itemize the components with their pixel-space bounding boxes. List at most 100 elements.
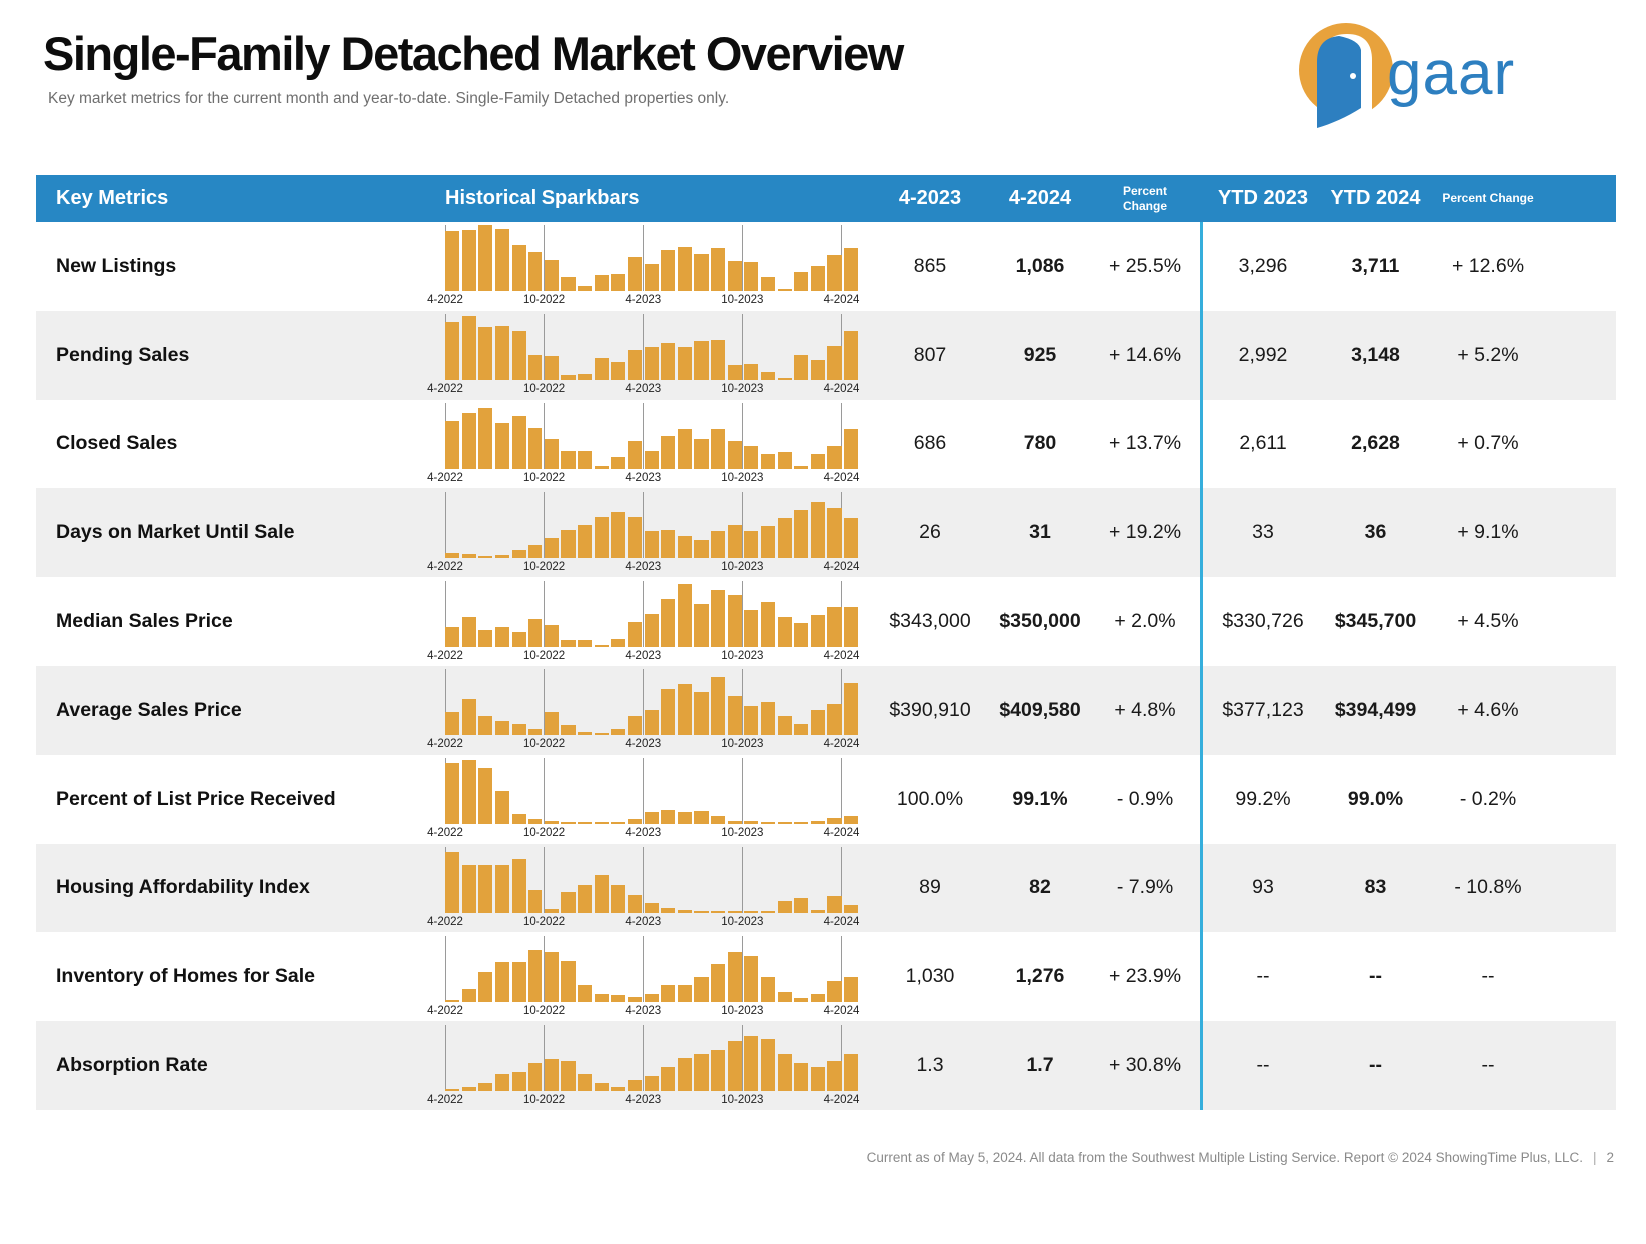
- pct-change-month: + 30.8%: [1108, 1054, 1182, 1077]
- page-title: Single-Family Detached Market Overview: [43, 27, 904, 80]
- value-ytd-cur: 99.0%: [1347, 787, 1404, 810]
- sparkbar-bars: [445, 403, 859, 469]
- ytd-group: $377,123 $394,499 + 4.6%: [1200, 665, 1615, 755]
- metric-label: Inventory of Homes for Sale: [56, 965, 315, 988]
- report-footer: Current as of May 5, 2024. All data from…: [867, 1150, 1614, 1165]
- metric-label: Absorption Rate: [56, 1054, 208, 1077]
- sparkbar-tick-labels: 4-2022 10-2022 4-2023 10-2023 4-2024: [427, 915, 860, 928]
- metric-label: Pending Sales: [56, 343, 190, 366]
- ytd-group: 99.2% 99.0% - 0.2%: [1200, 754, 1615, 844]
- table-body: New Listings 4-2022 10-2022 4-2023 10-2023 4…: [36, 222, 1616, 1110]
- table-row: Pending Sales 4-2022 10-2022 4-2023 10-2023…: [36, 310, 1616, 400]
- sparkbar-cell: 4-2022 10-2022 4-2023 10-2023 4-2024: [427, 223, 870, 309]
- table-row: Housing Affordability Index 4-2022 10-202…: [36, 843, 1616, 933]
- pct-change-month: + 19.2%: [1108, 521, 1182, 544]
- footer-text: Current as of May 5, 2024. All data from…: [866, 1150, 1583, 1165]
- sparkbar-cell: 4-2022 10-2022 4-2023 10-2023 4-2024: [427, 756, 870, 842]
- pct-change-month: + 14.6%: [1108, 343, 1182, 366]
- ytd-group: -- -- --: [1200, 932, 1615, 1022]
- sparkbar-cell: 4-2022 10-2022 4-2023 10-2023 4-2024: [427, 490, 870, 576]
- value-cur-month: 31: [1029, 521, 1051, 544]
- col-header-sparkbars: Historical Sparkbars: [445, 187, 640, 209]
- pct-change-month: + 4.8%: [1114, 698, 1176, 721]
- value-prev-month: 89: [919, 876, 941, 899]
- value-cur-month: 99.1%: [1012, 787, 1068, 810]
- table-row: Inventory of Homes for Sale 4-2022 10-202…: [36, 932, 1616, 1022]
- sparkbar-chart: 4-2022 10-2022 4-2023 10-2023 4-2024: [427, 1024, 859, 1109]
- sparkbar-cell: 4-2022 10-2022 4-2023 10-2023 4-2024: [427, 312, 870, 398]
- value-ytd-prev: --: [1256, 1054, 1270, 1077]
- sparkbar-bars: [445, 492, 859, 558]
- sparkbar-tick-labels: 4-2022 10-2022 4-2023 10-2023 4-2024: [427, 827, 860, 840]
- pct-change-ytd: + 0.7%: [1457, 432, 1519, 455]
- sparkbar-gridlines: [445, 491, 858, 558]
- sparkbar-cell: 4-2022 10-2022 4-2023 10-2023 4-2024: [427, 934, 870, 1020]
- sparkbar-bars: [445, 758, 859, 825]
- value-prev-month: 686: [913, 432, 947, 455]
- ytd-group: -- -- --: [1200, 1021, 1615, 1110]
- metric-label: New Listings: [56, 254, 177, 277]
- footer-separator: |: [1592, 1150, 1597, 1165]
- sparkbar-chart: 4-2022 10-2022 4-2023 10-2023 4-2024: [427, 402, 860, 487]
- value-ytd-cur: 2,628: [1351, 432, 1400, 455]
- metric-label: Days on Market Until Sale: [56, 521, 295, 544]
- pct-change-ytd: --: [1481, 965, 1495, 988]
- sparkbar-bars: [445, 669, 859, 736]
- metric-label: Percent of List Price Received: [56, 787, 336, 810]
- sparkbar-chart: 4-2022 10-2022 4-2023 10-2023 4-2024: [427, 669, 860, 753]
- value-cur-month: 82: [1029, 876, 1051, 899]
- pct-change-ytd: + 4.6%: [1457, 698, 1519, 721]
- pct-change-ytd: - 10.8%: [1454, 876, 1522, 899]
- value-cur-month: 780: [1023, 432, 1057, 455]
- value-ytd-prev: 3,296: [1238, 254, 1288, 277]
- sparkbar-tick-labels: 4-2022 10-2022 4-2023 10-2023 4-2024: [427, 738, 860, 751]
- sparkbar-cell: 4-2022 10-2022 4-2023 10-2023 4-2024: [427, 845, 870, 931]
- value-ytd-prev: $330,726: [1222, 610, 1304, 633]
- value-ytd-cur: 3,711: [1351, 254, 1400, 277]
- value-prev-month: 865: [913, 254, 947, 277]
- sparkbar-tick-labels: 4-2022 10-2022 4-2023 10-2023 4-2024: [427, 560, 860, 573]
- table-row: Percent of List Price Received 4-2022 10-…: [36, 754, 1616, 844]
- sparkbar-chart: 4-2022 10-2022 4-2023 10-2023 4-2024: [427, 580, 859, 665]
- pct-change-month: + 2.0%: [1114, 610, 1176, 633]
- sparkbar-tick-labels: 4-2022 10-2022 4-2023 10-2023 4-2024: [427, 1004, 860, 1017]
- pct-change-month: + 25.5%: [1108, 254, 1182, 277]
- report-header: Single-Family Detached Market Overview K…: [43, 23, 1603, 128]
- value-prev-month: 1,030: [905, 965, 955, 988]
- value-cur-month: $350,000: [999, 610, 1081, 633]
- sparkbar-gridlines: [445, 1024, 858, 1091]
- value-ytd-cur: 83: [1364, 876, 1387, 899]
- ytd-group: $330,726 $345,700 + 4.5%: [1200, 577, 1615, 666]
- value-cur-month: 1,086: [1015, 254, 1065, 277]
- col-header-ytd-prev: YTD 2023: [1217, 187, 1309, 209]
- pct-change-month: - 0.9%: [1116, 787, 1174, 810]
- value-cur-month: 1,276: [1015, 965, 1065, 988]
- sparkbar-chart: 4-2022 10-2022 4-2023 10-2023 4-2024: [427, 491, 860, 576]
- col-header-pct-change: Percent Change: [1122, 184, 1168, 213]
- value-ytd-cur: 3,148: [1351, 343, 1400, 366]
- col-header-prev-month: 4-2023: [898, 187, 962, 209]
- value-ytd-cur: $394,499: [1334, 698, 1417, 721]
- ytd-group: 93 83 - 10.8%: [1200, 843, 1615, 933]
- sparkbar-cell: 4-2022 10-2022 4-2023 10-2023 4-2024: [427, 667, 870, 753]
- sparkbar-tick-labels: 4-2022 10-2022 4-2023 10-2023 4-2024: [427, 471, 860, 484]
- col-header-ytd-pct-change: Percent Change: [1442, 191, 1534, 206]
- value-ytd-cur: 36: [1364, 521, 1387, 544]
- table-row: Absorption Rate 4-2022 10-2022 4-2023 10-20…: [36, 1021, 1616, 1110]
- sparkbar-chart: 4-2022 10-2022 4-2023 10-2023 4-2024: [427, 846, 860, 931]
- sparkbar-chart: 4-2022 10-2022 4-2023 10-2023 4-2024: [427, 758, 860, 842]
- sparkbar-bars: [445, 314, 859, 381]
- value-prev-month: $343,000: [889, 610, 971, 633]
- value-cur-month: 925: [1023, 343, 1057, 366]
- table-row: Average Sales Price 4-2022 10-2022 4-2023 1…: [36, 665, 1616, 755]
- sparkbar-bars: [445, 1025, 859, 1091]
- sparkbar-cell: 4-2022 10-2022 4-2023 10-2023 4-2024: [427, 579, 870, 665]
- sparkbar-chart: 4-2022 10-2022 4-2023 10-2023 4-2024: [427, 935, 860, 1020]
- sparkbar-tick-labels: 4-2022 10-2022 4-2023 10-2023 4-2024: [427, 294, 860, 307]
- col-header-cur-month: 4-2024: [1008, 187, 1072, 209]
- gaar-logo: gaar: [1283, 12, 1533, 142]
- value-prev-month: $390,910: [889, 698, 971, 721]
- value-ytd-prev: 33: [1252, 521, 1274, 544]
- value-cur-month: $409,580: [999, 698, 1081, 721]
- col-header-ytd-cur: YTD 2024: [1330, 187, 1421, 209]
